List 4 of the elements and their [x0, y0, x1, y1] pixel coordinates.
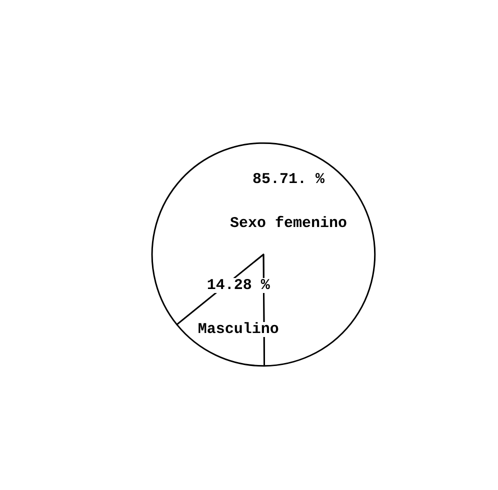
data-label: 14.28 %	[206, 277, 271, 294]
data-label: 85.71. %	[252, 170, 326, 188]
slice-label: Masculino	[198, 321, 279, 338]
slice-label: Sexo femenino	[230, 214, 348, 232]
